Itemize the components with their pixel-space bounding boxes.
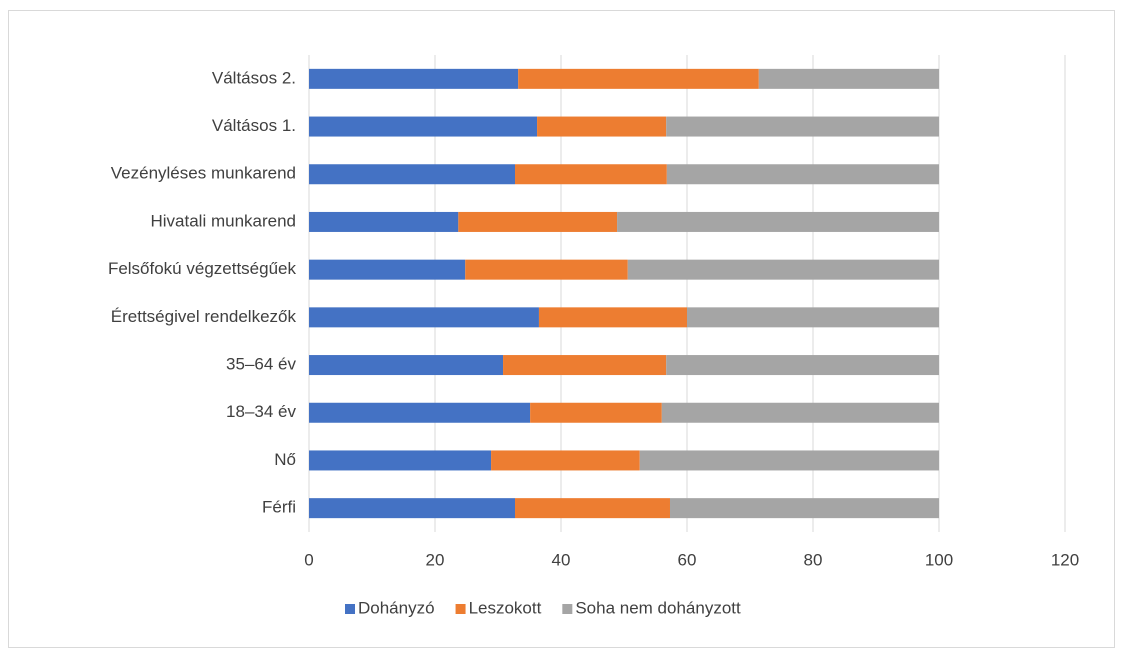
bar-segment (538, 307, 687, 328)
x-tick-label: 0 (304, 550, 313, 569)
legend-swatch (345, 604, 355, 614)
y-tick-label: Váltásos 1. (212, 116, 296, 135)
bar-segment (627, 259, 939, 280)
bar-segment (503, 355, 667, 376)
legend-swatch (562, 604, 573, 614)
bar-segment (530, 402, 662, 423)
bar-segment (515, 498, 670, 519)
y-tick-label: Vezényléses munkarend (111, 164, 296, 183)
x-tick-label: 60 (678, 550, 697, 569)
y-tick-label: Nő (274, 450, 296, 469)
bar-segment (458, 211, 618, 232)
bar-segment (309, 307, 539, 328)
bar-segment (666, 164, 939, 185)
y-tick-label: Érettségivel rendelkezők (111, 307, 297, 326)
x-tick-label: 40 (552, 550, 571, 569)
x-tick-label: 100 (925, 550, 953, 569)
legend-swatch (455, 604, 466, 614)
x-tick-label: 20 (426, 550, 445, 569)
bar-segment (309, 211, 459, 232)
bar-segment (309, 164, 516, 185)
x-tick-label: 120 (1051, 550, 1079, 569)
bar-segment (309, 116, 538, 137)
bar-segment (491, 450, 640, 471)
x-tick-label: 80 (804, 550, 823, 569)
bar-segment (666, 355, 939, 376)
bar-segment (537, 116, 667, 137)
y-tick-label: 18–34 év (226, 402, 296, 421)
bar-segment (515, 164, 667, 185)
y-tick-label: Hivatali munkarend (150, 211, 296, 230)
bar-segment (661, 402, 939, 423)
bar-segment (687, 307, 939, 328)
legend-label: Leszokott (469, 598, 542, 617)
y-tick-label: 35–64 év (226, 355, 296, 374)
bar-segment (617, 211, 939, 232)
y-tick-label: Váltásos 2. (212, 68, 296, 87)
bar-segment (309, 498, 516, 519)
bar-segment (309, 68, 519, 89)
legend-label: Dohányzó (358, 598, 435, 617)
bar-segment (309, 402, 531, 423)
bar-segment (309, 355, 504, 376)
legend-label: Soha nem dohányzott (575, 598, 741, 617)
bar-segment (669, 498, 939, 519)
bar-segment (465, 259, 628, 280)
bar-segment (518, 68, 759, 89)
bar-segment (666, 116, 939, 137)
bar-segment (639, 450, 939, 471)
bar-segment (309, 259, 466, 280)
y-tick-label: Férfi (262, 498, 296, 517)
bar-segment (309, 450, 492, 471)
bar-segment (758, 68, 939, 89)
y-tick-label: Felsőfokú végzettségűek (108, 259, 297, 278)
